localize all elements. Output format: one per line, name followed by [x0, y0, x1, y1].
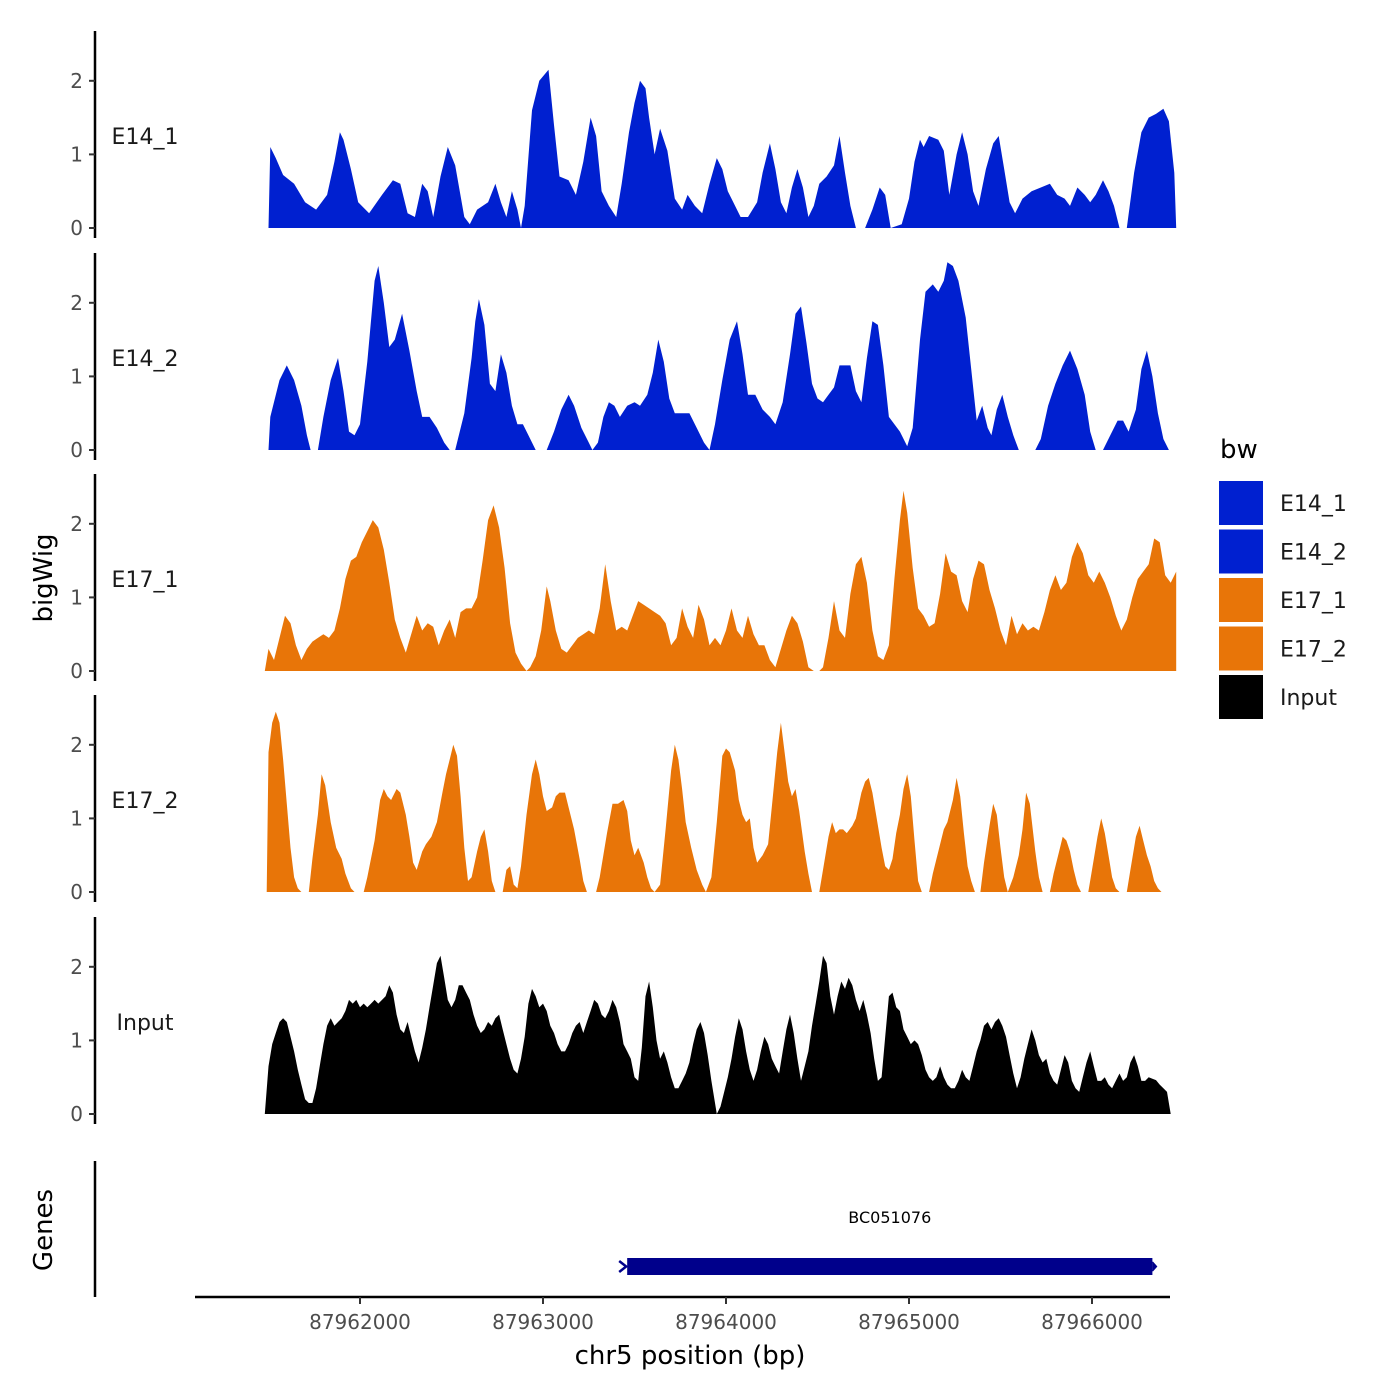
track-label: Input [117, 1011, 174, 1036]
x-tick-label: 87966000 [1041, 1310, 1143, 1334]
legend-item: E14_1 [1219, 481, 1347, 525]
legend-swatch [1219, 578, 1263, 622]
track-panel-e14-2: 0 1 2 E14_2 [70, 253, 1169, 462]
x-tick-label: 87963000 [492, 1310, 594, 1334]
legend-swatch [1219, 675, 1263, 719]
legend-label: E17_2 [1280, 638, 1347, 663]
x-tick-label: 87962000 [309, 1310, 411, 1334]
legend-swatch [1219, 529, 1263, 574]
legend-swatch [1219, 626, 1263, 671]
y-tick-label: 1 [70, 1028, 83, 1052]
genes-axis-title: Genes [29, 1189, 59, 1271]
legend-swatch [1219, 481, 1263, 525]
x-tick-label: 87964000 [675, 1310, 777, 1334]
gene-body [627, 1258, 1153, 1275]
track-panel-e17-1: 0 1 2 E17_1 [70, 474, 1177, 683]
track-panel-e14-1: 0 1 2 E14_1 [70, 31, 1177, 240]
legend: bw E14_1 E14_2 E17_1 E17_2 Input [1219, 435, 1347, 719]
legend-item: Input [1219, 675, 1337, 719]
y-tick-label: 0 [70, 880, 83, 904]
y-tick-label: 2 [70, 512, 83, 536]
track-panel-input: 0 1 2 Input [70, 917, 1171, 1126]
y-tick-label: 2 [70, 955, 83, 979]
legend-label: E14_2 [1280, 541, 1347, 566]
gene-label: BC051076 [848, 1208, 931, 1227]
y-tick-label: 1 [70, 142, 83, 166]
signal-area-e17-1 [264, 490, 1177, 671]
legend-label: E14_1 [1280, 492, 1347, 517]
signal-area-e17-2 [266, 711, 1169, 892]
y-tick-label: 1 [70, 585, 83, 609]
gene-end-marker [1151, 1261, 1158, 1272]
y-tick-label: 1 [70, 806, 83, 830]
genes-track: BC051076 [93, 1161, 1158, 1297]
track-label: E14_2 [112, 347, 179, 372]
legend-item: E17_1 [1219, 578, 1347, 622]
track-panels: 0 1 2 E14_1 0 1 2 E14_2 0 1 2 E17_1 0 1 2 E17_2 0 1 2 Input [70, 31, 1177, 1126]
y-tick-label: 2 [70, 733, 83, 757]
y-tick-label: 0 [70, 1102, 83, 1126]
signal-area-e14-2 [268, 262, 1169, 450]
y-tick-label: 0 [70, 216, 83, 240]
track-label: E17_1 [112, 568, 179, 593]
y-axis-title: bigWig [29, 533, 59, 622]
track-label: E14_1 [112, 125, 179, 150]
track-panel-e17-2: 0 1 2 E17_2 [70, 695, 1169, 904]
legend-label: E17_1 [1280, 589, 1347, 614]
signal-area-e14-1 [268, 69, 1177, 228]
legend-items: E14_1 E14_2 E17_1 E17_2 Input [1219, 481, 1347, 719]
x-axis: 87962000 87963000 87964000 87965000 87966000 [195, 1295, 1170, 1334]
x-tick-label: 87965000 [858, 1310, 960, 1334]
legend-title: bw [1220, 435, 1258, 465]
legend-item: E17_2 [1219, 626, 1347, 671]
legend-item: E14_2 [1219, 529, 1347, 574]
legend-label: Input [1280, 686, 1337, 711]
x-axis-title: chr5 position (bp) [575, 1341, 806, 1371]
y-tick-label: 0 [70, 438, 83, 462]
y-tick-label: 2 [70, 69, 83, 93]
track-label: E17_2 [112, 789, 179, 814]
y-tick-label: 1 [70, 364, 83, 388]
strand-arrow-icon [618, 1260, 629, 1273]
y-tick-label: 2 [70, 291, 83, 315]
signal-area-input [264, 955, 1171, 1114]
y-tick-label: 0 [70, 659, 83, 683]
